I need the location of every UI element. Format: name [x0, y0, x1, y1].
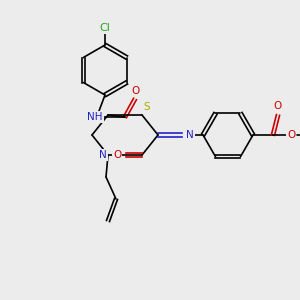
- Text: O: O: [287, 130, 295, 140]
- Text: N: N: [99, 150, 107, 160]
- Text: O: O: [131, 86, 139, 96]
- Text: O: O: [274, 101, 282, 111]
- Text: O: O: [113, 150, 121, 160]
- Text: Cl: Cl: [100, 23, 110, 33]
- Text: S: S: [144, 102, 150, 112]
- Text: NH: NH: [87, 112, 103, 122]
- Text: N: N: [186, 130, 194, 140]
